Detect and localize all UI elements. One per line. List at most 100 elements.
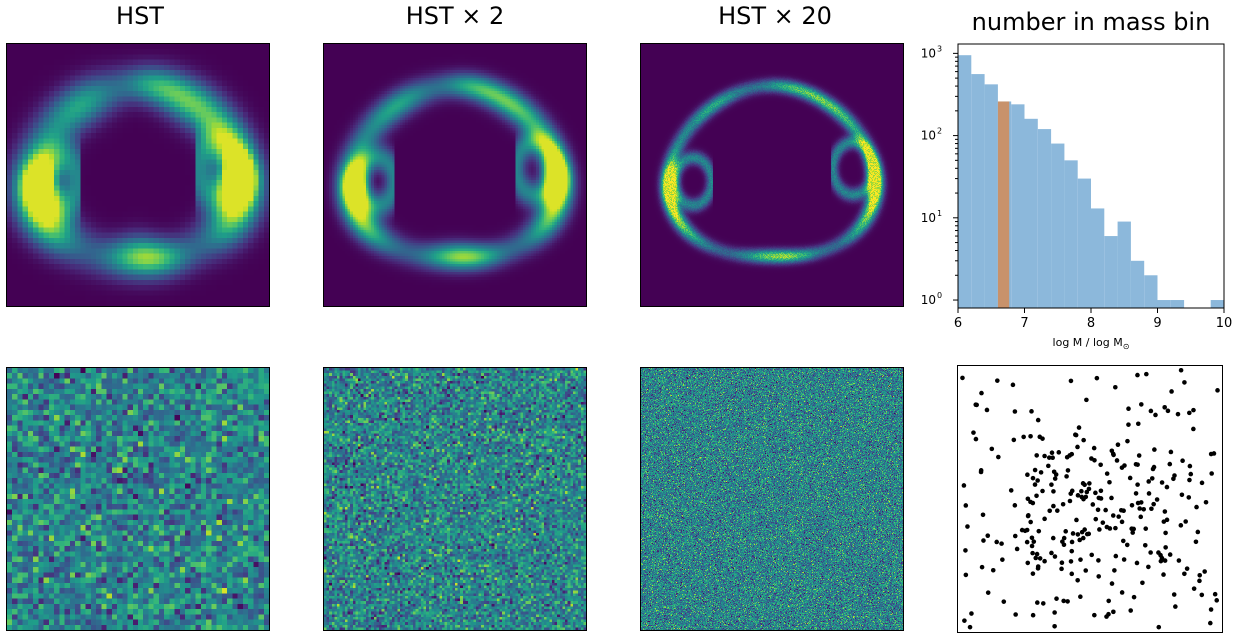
scatter-point [1124,542,1130,548]
scatter-point [960,375,965,381]
scatter-point [1208,620,1213,626]
noise-image-hst-x20-canvas [641,368,903,630]
scatter-point [1215,388,1220,393]
scatter-point [1191,586,1197,591]
scatter-point [1081,496,1086,502]
scatter-point [973,436,979,442]
scatter-point [1030,550,1035,556]
scatter-point [1077,537,1082,543]
scatter-point [1202,569,1207,574]
scatter-point [1051,503,1056,509]
histogram-bar [1144,275,1158,308]
scatter-point [999,541,1004,546]
scatter-point [1159,480,1165,485]
histogram-bar [1037,129,1052,308]
scatter-point [1051,469,1057,475]
scatter-point [1128,608,1134,613]
scatter-point [1046,463,1051,469]
scatter-point [1109,495,1114,501]
scatter-point [1087,481,1092,486]
scatter-point [1075,532,1081,537]
scatter-point [1169,389,1174,394]
histogram-bar [1104,236,1118,308]
scatter-point [1130,530,1136,535]
scatter-point [1067,498,1073,504]
scatter-point [1069,451,1075,457]
scatter-point [1012,503,1018,508]
scatter-point [1152,447,1157,452]
noise-image-hst-x2 [323,367,587,631]
scatter-point [1182,571,1187,577]
scatter-point [1104,471,1110,476]
scatter-point [1171,592,1177,597]
scatter-point [1069,539,1075,545]
scatter-point [1011,437,1017,443]
scatter-point [1029,409,1034,414]
scatter-point [1115,442,1121,447]
ring-image-hst-x20-canvas [641,44,903,306]
scatter-point [1079,488,1084,494]
scatter-point [1061,535,1067,541]
scatter-point [1037,556,1043,561]
scatter-point [1163,530,1168,536]
scatter-point [1000,557,1005,562]
scatter-point [963,572,969,578]
y-tick-exponent: 3 [937,44,942,53]
histogram-bar [958,55,972,309]
x-tick-label: 7 [1020,316,1028,331]
scatter-point [1199,480,1205,486]
histogram-bar [1170,300,1185,308]
scatter-point [1068,378,1074,384]
scatter-point [1167,552,1173,557]
scatter-point [1146,564,1151,570]
scatter-point [1049,482,1054,487]
scatter-point [1082,482,1087,488]
scatter-point [1142,542,1148,548]
scatter-point [1098,488,1104,494]
histogram-bar [1210,300,1224,308]
y-tick-label: 10 [921,129,936,143]
y-tick-label: 10 [921,46,936,60]
scatter-point [1081,437,1086,443]
scatter-point [1156,624,1162,630]
histogram-bar [1064,160,1078,308]
scatter-point [1086,486,1092,492]
scatter-point [1064,474,1069,479]
histogram-highlight-bar [997,101,1010,308]
scatter-point [1113,384,1118,390]
scatter-point [1060,501,1066,507]
scatter-point [1163,545,1168,550]
scatter-point [1098,462,1103,468]
scatter-point [1028,499,1033,505]
scatter-point [1135,500,1141,506]
scatter-point [1035,600,1040,605]
scatter-point [1061,542,1067,548]
scatter-point [1187,463,1193,469]
scatter-point [1096,495,1102,501]
scatter-point [1093,490,1098,496]
scatter-point [1186,495,1192,500]
scatter-point [1104,614,1109,619]
scatter-point [1180,458,1185,464]
scatter-point [1187,477,1192,483]
scatter-point [1149,506,1154,512]
scatter-point [1110,513,1116,518]
scatter-point [1149,476,1155,481]
scatter-point [969,611,974,616]
scatter-point [1052,610,1057,615]
scatter-point [1056,450,1062,455]
scatter-point [1153,412,1158,418]
scatter-point [1133,462,1139,467]
scatter-point [1042,453,1047,459]
scatter-point [1042,516,1047,522]
panel-title-hst-x2: HST × 2 [405,2,505,30]
scatter-point [1096,558,1101,563]
scatter-point [1075,578,1080,583]
scatter-point [1080,535,1086,541]
noise-image-hst [6,367,270,631]
scatter-point [1065,468,1071,473]
scatter-point [1175,411,1181,417]
scatter-point [1113,525,1118,531]
scatter-point [1148,550,1153,555]
